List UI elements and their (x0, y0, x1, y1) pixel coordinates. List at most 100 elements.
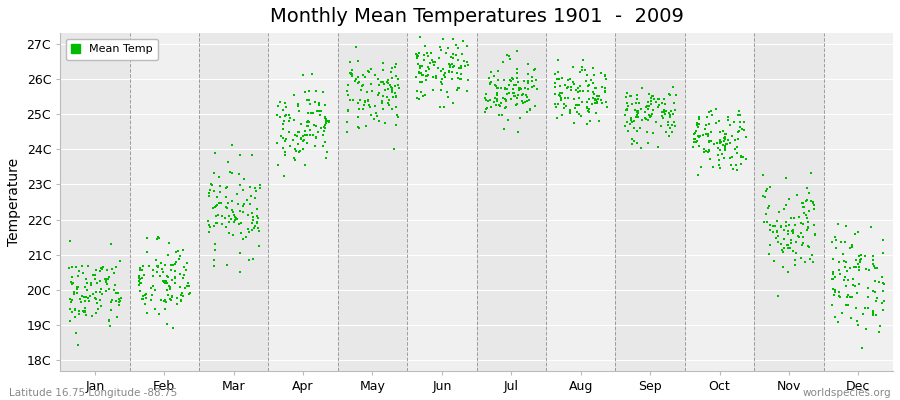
Point (586, 95, 600, 102)
Point (777, 227, 791, 234)
Point (490, 90, 504, 96)
Point (588, 84, 602, 91)
Point (669, 92, 683, 98)
Point (566, 64, 580, 70)
Point (361, 98, 375, 104)
Point (104, 241, 118, 248)
Point (86, 291, 100, 297)
Point (732, 108, 746, 115)
Point (850, 229, 865, 235)
Point (579, 78, 593, 84)
Point (134, 296, 148, 302)
Point (598, 88, 612, 94)
Point (243, 184, 257, 190)
Point (575, 88, 590, 94)
Point (490, 92, 504, 98)
Point (635, 117, 650, 123)
Point (580, 98, 594, 105)
Point (220, 184, 234, 190)
Point (139, 295, 153, 301)
Point (580, 83, 595, 90)
Point (527, 83, 542, 89)
Point (209, 220, 223, 226)
Point (205, 182, 220, 189)
Point (111, 290, 125, 296)
Point (445, 76, 459, 82)
Point (183, 290, 197, 297)
Point (634, 106, 649, 112)
Point (864, 224, 878, 230)
Point (778, 175, 793, 181)
Point (866, 288, 880, 294)
Point (646, 106, 661, 113)
Point (704, 108, 718, 114)
Point (354, 97, 368, 103)
Point (572, 85, 586, 92)
Point (89, 267, 104, 273)
Point (784, 237, 798, 244)
Point (712, 162, 726, 168)
Point (845, 294, 859, 300)
Point (388, 64, 402, 70)
Point (177, 284, 192, 291)
Point (500, 85, 515, 92)
Point (491, 68, 506, 74)
Point (306, 110, 320, 116)
Point (375, 66, 390, 73)
Point (93, 268, 107, 274)
Point (160, 321, 175, 328)
Point (483, 80, 498, 87)
Point (739, 134, 753, 140)
Point (293, 121, 308, 127)
Point (714, 139, 728, 145)
Point (718, 136, 733, 142)
Point (160, 280, 175, 287)
Point (858, 253, 872, 259)
Point (731, 112, 745, 118)
Point (224, 142, 238, 148)
Point (599, 104, 614, 110)
Point (498, 85, 512, 91)
Point (222, 230, 237, 236)
Point (862, 267, 877, 274)
Point (808, 230, 823, 237)
Point (774, 223, 788, 230)
Point (482, 80, 497, 86)
Point (513, 115, 527, 121)
Point (449, 52, 464, 58)
Point (148, 257, 163, 263)
Point (523, 106, 537, 112)
Point (554, 96, 569, 103)
Point (104, 307, 119, 314)
Point (392, 114, 406, 120)
Point (849, 257, 863, 263)
Point (372, 82, 386, 88)
Point (414, 89, 428, 95)
Point (617, 123, 632, 129)
Point (277, 152, 292, 158)
Point (702, 146, 716, 153)
Point (776, 264, 790, 271)
Point (385, 89, 400, 96)
Point (759, 188, 773, 194)
Point (503, 55, 517, 62)
Point (341, 106, 356, 113)
Point (866, 260, 880, 267)
Point (156, 278, 170, 284)
Point (96, 264, 111, 270)
Point (652, 102, 666, 108)
Point (626, 118, 640, 125)
Point (698, 148, 713, 154)
Point (796, 204, 810, 210)
Point (786, 228, 800, 234)
Point (756, 218, 770, 225)
Point (848, 283, 862, 289)
Point (322, 119, 337, 126)
Point (437, 70, 452, 76)
Point (662, 125, 677, 131)
Point (158, 297, 172, 304)
Point (291, 102, 305, 109)
Point (509, 65, 524, 72)
Point (510, 75, 525, 81)
Point (786, 227, 800, 233)
